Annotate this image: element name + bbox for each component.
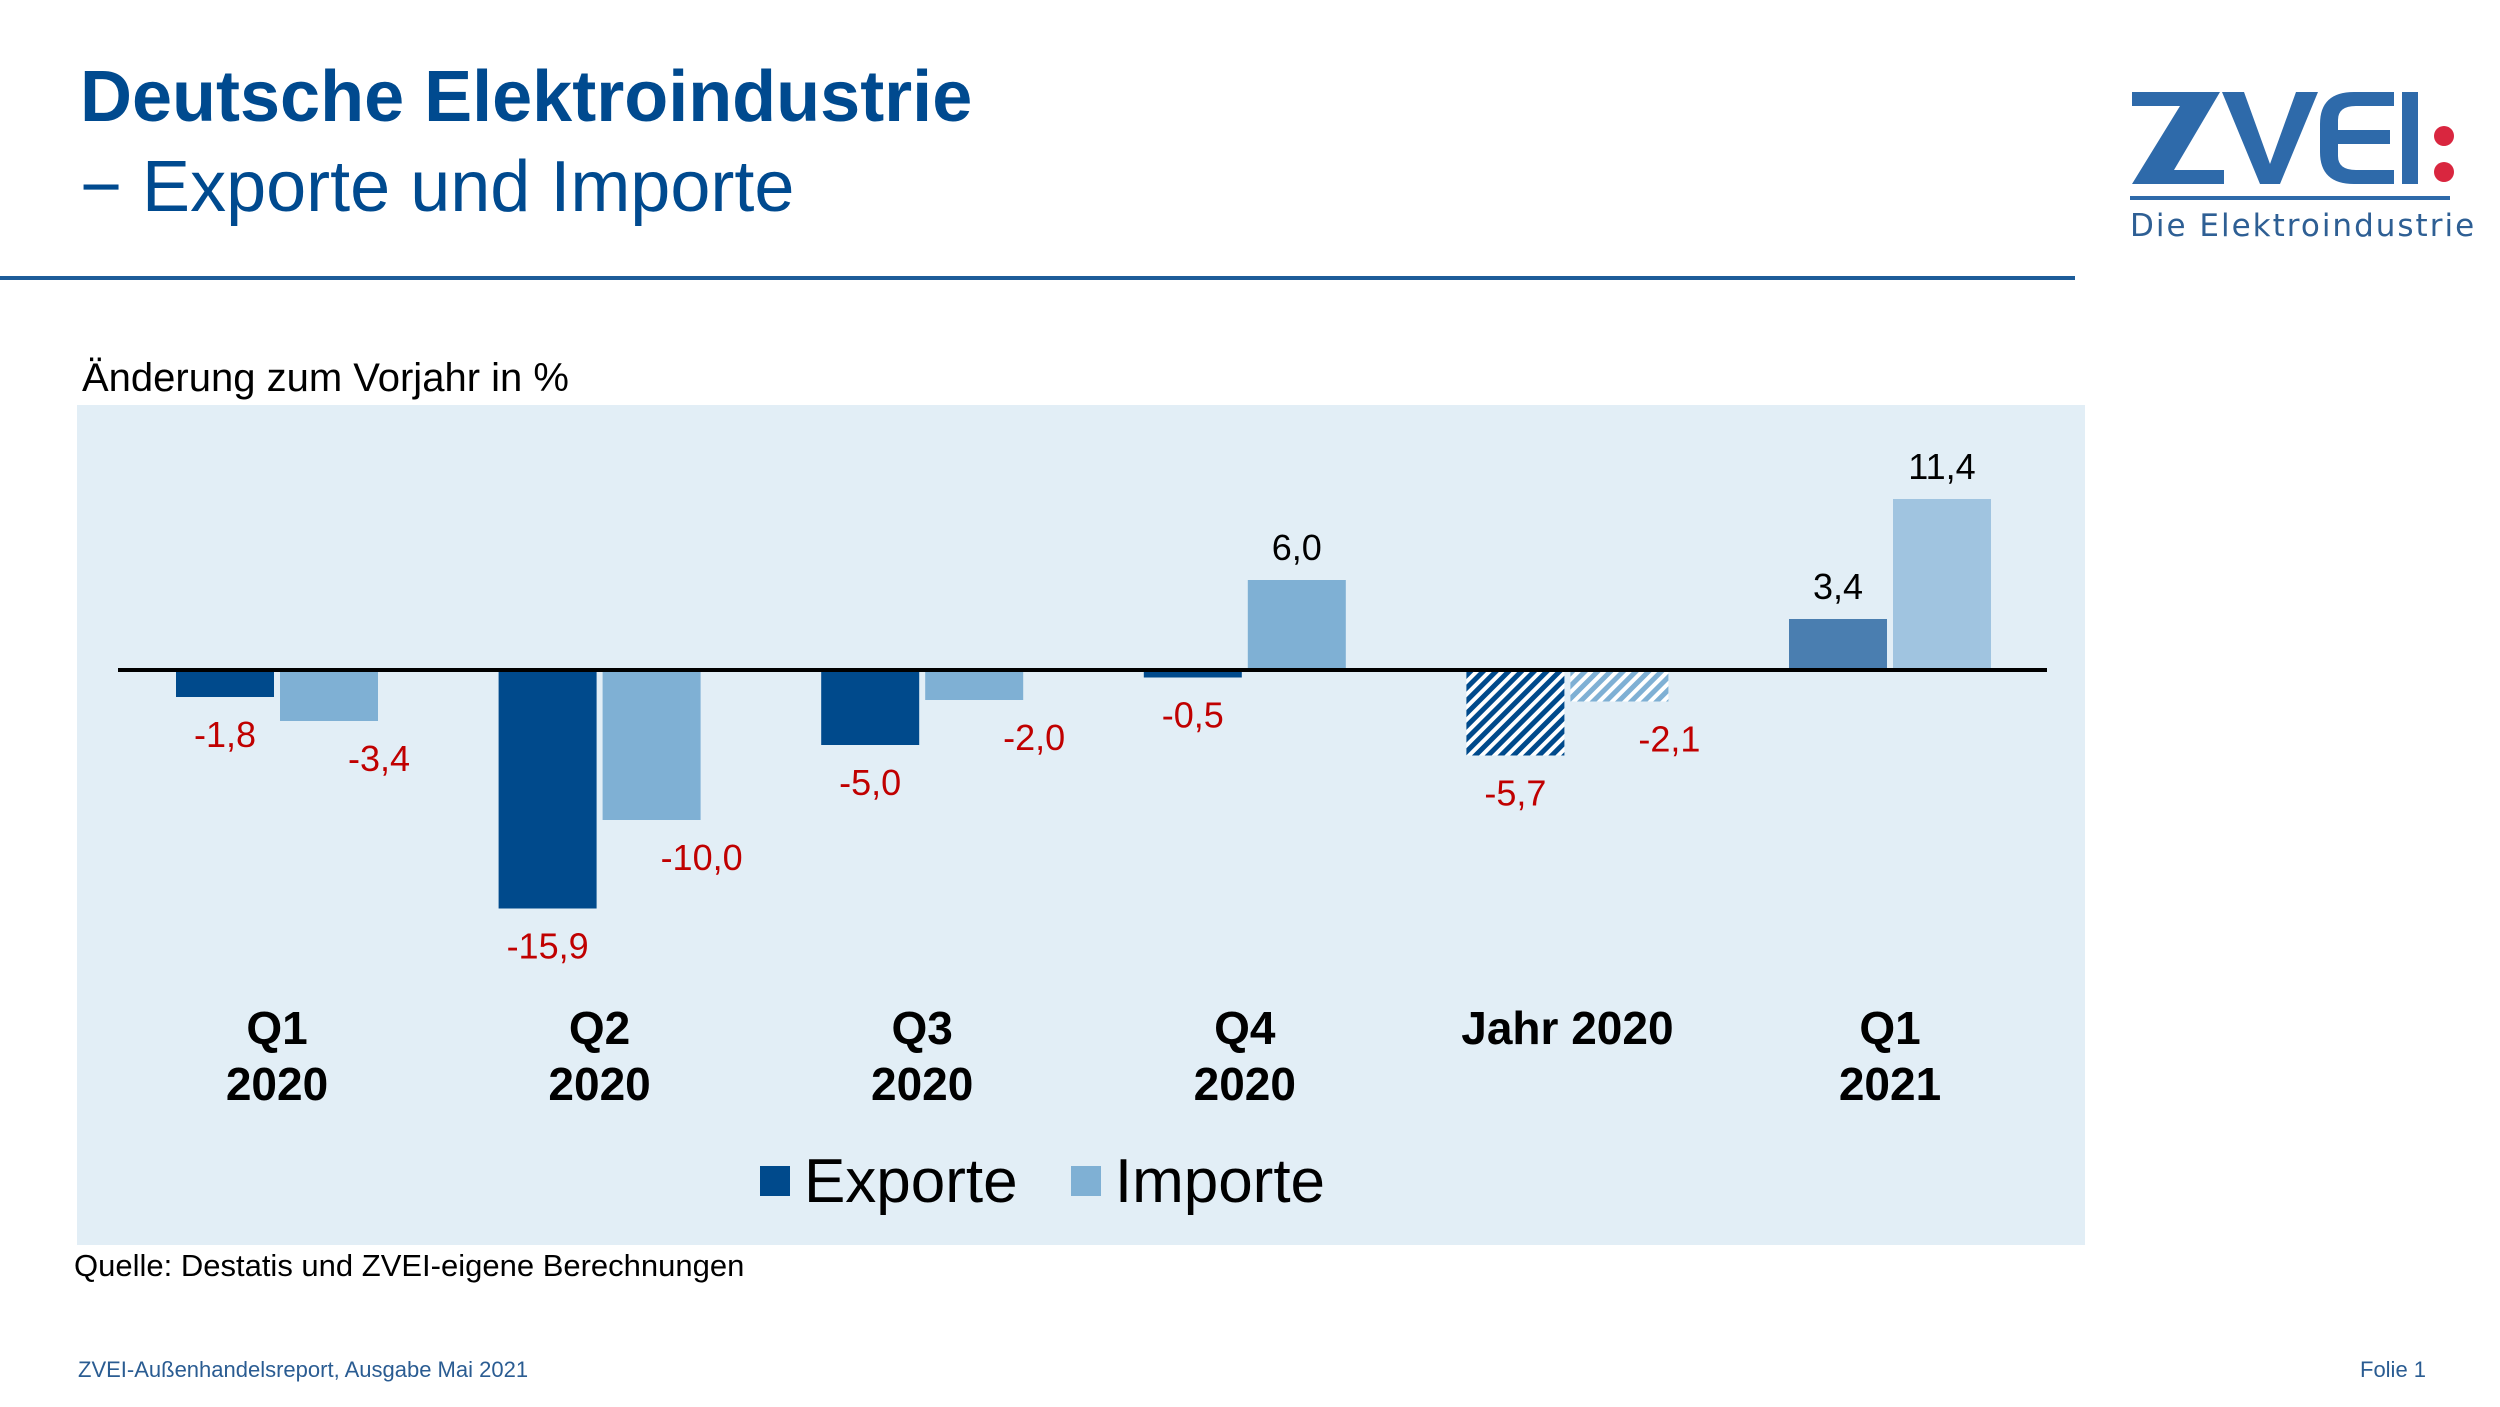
- chart-area: [77, 405, 2085, 1245]
- data-label-importe-5: 11,4: [1908, 446, 1975, 487]
- category-label-0-line1: Q1: [246, 1002, 307, 1054]
- category-label-1-line1: Q2: [569, 1002, 630, 1054]
- bar-importe-5: [1893, 499, 1991, 670]
- chart-caption: Änderung zum Vorjahr in %: [82, 356, 569, 400]
- data-label-exporte-3: -0,5: [1162, 695, 1224, 736]
- data-label-importe-1: -10,0: [661, 837, 743, 878]
- slide-subtitle: − Exporte und Importe: [80, 147, 795, 227]
- legend-swatch-importe: [1070, 1166, 1101, 1196]
- bar-importe-1: [602, 670, 701, 820]
- chart-legend: Exporte Importe: [0, 1140, 2085, 1217]
- bar-importe-0: [280, 670, 378, 721]
- slide-title: Deutsche Elektroindustrie: [80, 57, 973, 137]
- category-label-2-line1: Q3: [892, 1002, 953, 1054]
- data-label-exporte-0: -1,8: [194, 714, 256, 755]
- data-label-exporte-1: -15,9: [507, 926, 589, 967]
- bar-exporte-5: [1789, 619, 1887, 670]
- category-label-5-line1: Q1: [1859, 1002, 1920, 1054]
- bar-exporte-2: [821, 670, 920, 745]
- legend-label-exporte: Exporte: [803, 1146, 1018, 1216]
- footer-report-name: ZVEI-Außenhandelsreport, Ausgabe Mai 202…: [78, 1357, 529, 1382]
- bar-exporte-4: [1466, 670, 1565, 756]
- data-label-exporte-5: 3,4: [1813, 566, 1863, 607]
- bar-importe-2: [925, 670, 1024, 700]
- legend-item-exporte: Exporte: [759, 1146, 1018, 1217]
- bar-importe-3: [1247, 580, 1346, 670]
- data-label-exporte-4: -5,7: [1484, 773, 1546, 814]
- data-label-importe-0: -3,4: [348, 738, 410, 779]
- bar-exporte-1: [498, 670, 597, 909]
- data-label-exporte-2: -5,0: [839, 762, 901, 803]
- logo-divider: [2130, 196, 2450, 200]
- data-label-importe-4: -2,1: [1638, 719, 1700, 760]
- source-note: Quelle: Destatis und ZVEI-eigene Berechn…: [74, 1248, 745, 1283]
- zvei-logo: Die Elektroindustrie: [2120, 80, 2480, 260]
- category-label-3-line2: 2020: [1194, 1058, 1296, 1110]
- logo-tagline: Die Elektroindustrie: [2130, 208, 2477, 244]
- legend-item-importe: Importe: [1070, 1146, 1326, 1217]
- category-label-0-line2: 2020: [226, 1058, 328, 1110]
- legend-label-importe: Importe: [1114, 1146, 1326, 1216]
- footer-slide-number: Folie 1: [2360, 1357, 2427, 1382]
- legend-swatch-exporte: [759, 1166, 790, 1196]
- bar-importe-4: [1570, 670, 1669, 702]
- category-label-4-line1: Jahr 2020: [1461, 1002, 1673, 1054]
- bar-exporte-3: [1143, 670, 1242, 678]
- category-label-2-line2: 2020: [871, 1058, 973, 1110]
- category-label-1-line2: 2020: [548, 1058, 650, 1110]
- data-label-importe-3: 6,0: [1272, 527, 1322, 568]
- data-label-importe-2: -2,0: [1003, 717, 1065, 758]
- zvei-wordmark-icon: [2132, 92, 2454, 184]
- category-label-5-line2: 2021: [1839, 1058, 1941, 1110]
- category-label-3-line1: Q4: [1214, 1002, 1276, 1054]
- header-divider: [0, 276, 2075, 280]
- bar-exporte-0: [176, 670, 274, 697]
